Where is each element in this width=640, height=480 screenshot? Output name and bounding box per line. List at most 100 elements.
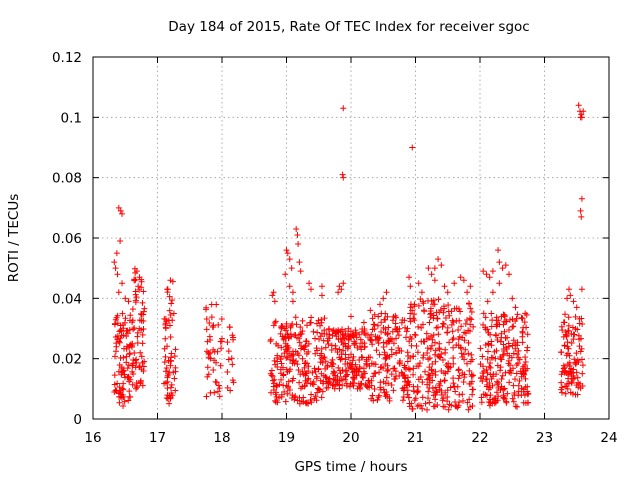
data-point bbox=[322, 358, 329, 365]
data-point bbox=[444, 387, 451, 394]
data-point bbox=[488, 323, 495, 330]
data-point bbox=[486, 363, 493, 370]
data-point bbox=[401, 364, 408, 371]
data-point bbox=[406, 274, 413, 281]
data-point bbox=[479, 353, 486, 360]
data-point bbox=[169, 297, 176, 304]
data-point bbox=[338, 355, 345, 362]
data-point bbox=[497, 367, 504, 374]
data-point bbox=[446, 339, 453, 346]
data-point bbox=[522, 358, 529, 365]
data-point bbox=[164, 395, 171, 402]
data-point bbox=[461, 329, 468, 336]
data-point bbox=[451, 384, 458, 391]
data-point bbox=[230, 336, 237, 343]
data-point bbox=[357, 385, 364, 392]
y-tick-label: 0 bbox=[73, 412, 82, 428]
data-point bbox=[450, 354, 457, 361]
data-point bbox=[138, 353, 145, 360]
data-point bbox=[382, 329, 389, 336]
data-point bbox=[313, 320, 320, 327]
data-point bbox=[299, 328, 306, 335]
data-point bbox=[165, 370, 172, 377]
data-point bbox=[116, 399, 123, 406]
data-point bbox=[135, 283, 142, 290]
data-point bbox=[377, 386, 384, 393]
data-point bbox=[368, 337, 375, 344]
data-point bbox=[303, 322, 310, 329]
x-tick-label: 17 bbox=[149, 430, 166, 446]
data-point bbox=[483, 271, 490, 278]
data-point bbox=[374, 322, 381, 329]
data-point bbox=[267, 338, 274, 345]
data-point bbox=[450, 360, 457, 367]
data-point bbox=[342, 367, 349, 374]
data-point bbox=[421, 338, 428, 345]
data-point bbox=[226, 324, 233, 331]
data-point bbox=[278, 360, 285, 367]
data-point bbox=[479, 378, 486, 385]
data-point bbox=[297, 331, 304, 338]
data-point bbox=[345, 354, 352, 361]
data-point bbox=[500, 341, 507, 348]
data-point bbox=[333, 333, 340, 340]
data-point bbox=[452, 388, 459, 395]
data-point bbox=[325, 326, 332, 333]
data-point bbox=[444, 289, 451, 296]
data-point bbox=[524, 344, 531, 351]
data-point bbox=[425, 265, 432, 272]
data-point bbox=[430, 331, 437, 338]
data-point bbox=[480, 363, 487, 370]
data-point bbox=[124, 365, 131, 372]
data-point bbox=[576, 343, 583, 350]
data-point bbox=[132, 357, 139, 364]
data-point bbox=[203, 348, 210, 355]
data-point bbox=[299, 317, 306, 324]
data-point bbox=[465, 406, 472, 413]
data-point bbox=[117, 354, 124, 361]
data-point bbox=[304, 376, 311, 383]
data-point bbox=[224, 369, 231, 376]
data-point bbox=[309, 380, 316, 387]
data-point bbox=[318, 394, 325, 401]
data-point bbox=[428, 366, 435, 373]
data-point bbox=[356, 383, 363, 390]
data-point bbox=[429, 377, 436, 384]
data-point bbox=[455, 367, 462, 374]
data-point bbox=[465, 339, 472, 346]
data-point bbox=[507, 367, 514, 374]
data-point bbox=[114, 320, 121, 327]
data-point bbox=[322, 344, 329, 351]
data-point bbox=[482, 391, 489, 398]
data-point bbox=[126, 351, 133, 358]
data-point bbox=[358, 346, 365, 353]
data-point bbox=[123, 333, 130, 340]
data-point bbox=[216, 385, 223, 392]
data-point bbox=[440, 303, 447, 310]
data-point bbox=[293, 225, 300, 232]
data-point bbox=[489, 268, 496, 275]
data-point bbox=[390, 340, 397, 347]
data-point bbox=[315, 365, 322, 372]
data-point bbox=[363, 383, 370, 390]
data-point bbox=[363, 361, 370, 368]
data-point bbox=[522, 354, 529, 361]
data-point bbox=[464, 316, 471, 323]
data-point bbox=[430, 403, 437, 410]
data-point bbox=[348, 351, 355, 358]
data-point bbox=[442, 370, 449, 377]
data-point bbox=[465, 350, 472, 357]
data-point bbox=[519, 328, 526, 335]
data-point bbox=[566, 286, 573, 293]
data-point bbox=[329, 332, 336, 339]
data-point bbox=[315, 386, 322, 393]
x-tick-label: 20 bbox=[342, 430, 359, 446]
data-point bbox=[503, 399, 510, 406]
data-point bbox=[213, 359, 220, 366]
data-point bbox=[131, 325, 138, 332]
data-point bbox=[561, 319, 568, 326]
data-point bbox=[576, 315, 583, 322]
data-point bbox=[370, 321, 377, 328]
x-tick-label: 22 bbox=[471, 430, 488, 446]
data-point bbox=[295, 366, 302, 373]
